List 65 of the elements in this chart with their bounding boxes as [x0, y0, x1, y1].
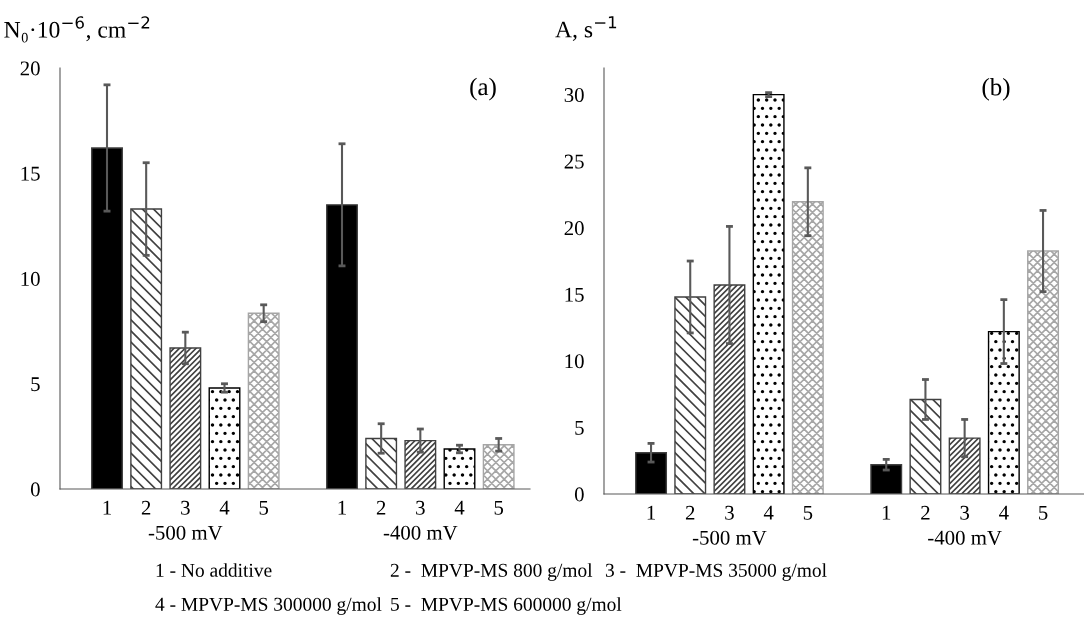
text: 5 - MPVP-MS 600000 g/mol — [391, 597, 622, 615]
y-tick-label: 5 — [31, 377, 40, 392]
y-tick-label: 0 — [30, 482, 40, 497]
bar — [91, 147, 123, 489]
text: 2 - MPVP-MS 800 g/mol — [390, 563, 593, 581]
y-tick-label: 10 — [565, 354, 584, 369]
annotation: (b) — [982, 77, 1010, 101]
bar — [752, 93, 785, 494]
x-tick-label: 2 — [376, 500, 386, 515]
bar — [1027, 250, 1060, 494]
x-tick-label: 2 — [921, 505, 930, 520]
bar — [208, 387, 241, 489]
bar — [987, 330, 1020, 494]
bar — [635, 452, 668, 494]
x-tick-label: 4 — [219, 500, 230, 515]
x-tick-label: 5 — [803, 505, 813, 520]
bar — [909, 398, 942, 494]
bar — [482, 444, 515, 489]
text: 3 - MPVP-MS 35000 g/mol — [605, 563, 827, 581]
x-tick-label: 5 — [259, 500, 269, 515]
x-tick-label: 2 — [685, 505, 695, 520]
x-tick-label: 3 — [725, 505, 734, 520]
bar — [674, 296, 707, 494]
y-tick-label: 10 — [21, 271, 40, 286]
y-tick-label: 5 — [575, 421, 584, 435]
x-tick-label: 3 — [181, 500, 190, 515]
y-axis-title: N₀·10$^{−6}$, cm$^{−2}$ — [4, 16, 150, 43]
bar — [791, 201, 824, 494]
bar — [713, 284, 746, 494]
y-tick-label: 15 — [21, 166, 40, 181]
y-tick-label: 20 — [564, 221, 584, 236]
y-tick-label: 15 — [565, 287, 584, 302]
x-tick-label: 1 — [338, 500, 346, 515]
annotation: (a) — [470, 77, 496, 101]
text: 1 - No additive — [156, 563, 272, 577]
text: 4 - MPVP-MS 300000 g/mol — [155, 597, 382, 615]
x-tick-label: 5 — [1039, 505, 1048, 520]
bar — [247, 312, 280, 489]
bar — [443, 448, 476, 489]
bar — [404, 439, 437, 489]
y-tick-label: 25 — [564, 154, 584, 169]
text: -400 mV — [928, 530, 1002, 545]
text: -500 mV — [692, 530, 767, 545]
bar — [326, 204, 358, 489]
x-tick-label: 1 — [647, 505, 655, 520]
y-tick-label: 30 — [564, 88, 584, 103]
bar — [169, 347, 202, 489]
bar — [948, 437, 981, 494]
text: -500 mV — [148, 525, 223, 540]
bar — [365, 437, 398, 489]
x-tick-label: 3 — [960, 505, 970, 520]
x-tick-label: 4 — [999, 505, 1009, 520]
bar — [130, 208, 163, 489]
y-tick-label: 0 — [574, 487, 584, 502]
x-tick-label: 4 — [454, 500, 465, 515]
y-axis-title: A, s$^{−1}$ — [555, 16, 617, 41]
x-tick-label: 5 — [494, 500, 504, 515]
x-tick-label: 4 — [763, 505, 774, 520]
bar — [870, 464, 903, 494]
y-tick-label: 20 — [20, 61, 40, 76]
text: -400 mV — [383, 525, 458, 540]
x-tick-label: 2 — [141, 500, 151, 515]
x-tick-label: 3 — [416, 500, 425, 515]
x-tick-label: 1 — [882, 505, 891, 520]
x-tick-label: 1 — [103, 500, 111, 515]
